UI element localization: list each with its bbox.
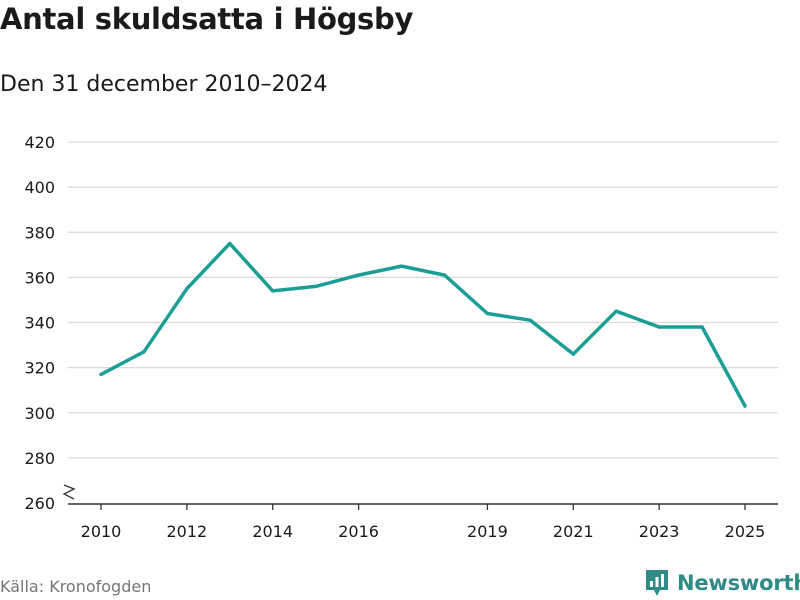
data-point (657, 325, 661, 329)
y-tick-label: 280 (24, 449, 55, 468)
x-tick-label: 2021 (553, 522, 594, 541)
source-note: Källa: Kronofogden (0, 577, 152, 596)
x-tick-label: 2016 (338, 522, 379, 541)
data-point (357, 273, 361, 277)
y-tick-label: 420 (24, 133, 55, 152)
series-layer (99, 241, 747, 408)
x-axis: 2010 2012 2014 2016 2019 2021 2023 2025 (62, 484, 778, 541)
data-point (314, 284, 318, 288)
y-tick-label: 320 (24, 359, 55, 378)
chart-title: Antal skuldsatta i Högsby (0, 2, 414, 36)
data-point (528, 318, 532, 322)
data-point (485, 311, 489, 316)
y-tick-label: 340 (24, 314, 55, 333)
brand-logo: Newsworthy (644, 568, 800, 598)
x-tick-label: 2012 (167, 522, 208, 541)
y-tick-label: 260 (24, 494, 55, 513)
brand-name: Newsworthy (677, 571, 800, 595)
x-tick-label: 2025 (725, 522, 766, 541)
y-tick-label: 300 (24, 404, 55, 423)
x-tick-label: 2023 (639, 522, 680, 541)
gridlines (68, 141, 778, 459)
data-point (185, 287, 189, 291)
x-tick-label: 2010 (81, 522, 122, 541)
y-tick-label: 360 (24, 268, 55, 287)
y-tick-label: 380 (24, 223, 55, 242)
axis-break-icon (62, 484, 76, 500)
data-point (571, 352, 575, 356)
data-point (228, 241, 232, 246)
x-tick-label: 2019 (467, 522, 508, 541)
data-point (99, 372, 103, 376)
y-axis-ticks: 260 280 300 320 340 360 380 400 420 (24, 133, 55, 513)
x-tick-label: 2014 (252, 522, 293, 541)
y-tick-label: 400 (24, 178, 55, 197)
series-line-0 (99, 241, 747, 408)
newsworthy-logo-icon (646, 570, 668, 596)
data-point (700, 325, 704, 329)
data-point (743, 404, 747, 408)
data-point (442, 273, 447, 277)
data-point (614, 309, 618, 313)
data-point (399, 264, 404, 268)
data-point (142, 350, 146, 354)
data-point (271, 289, 275, 293)
chart-subtitle: Den 31 december 2010–2024 (0, 72, 328, 97)
